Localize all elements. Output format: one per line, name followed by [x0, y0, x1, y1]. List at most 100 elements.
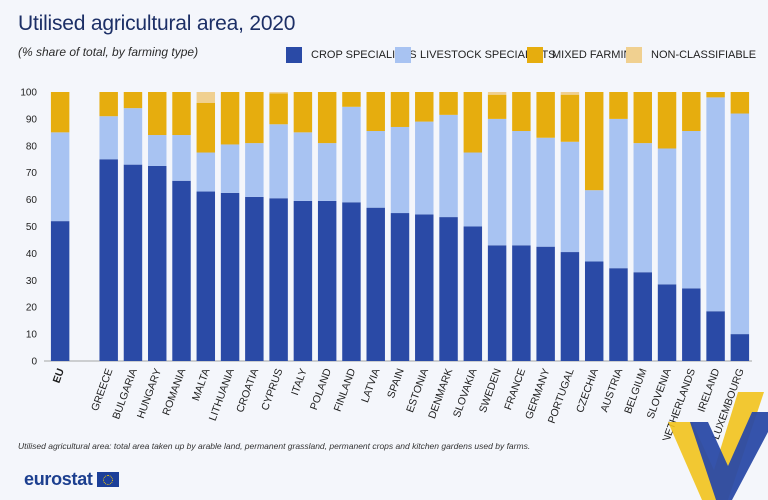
- y-tick-label: 30: [26, 276, 38, 287]
- bar-segment-latvia-livestock-specialists: [366, 131, 385, 208]
- bar-segment-belgium-livestock-specialists: [633, 143, 652, 273]
- x-tick-label: CZECHIA: [574, 367, 601, 414]
- bar-segment-poland-mixed-farming: [317, 92, 337, 144]
- bar-segment-france-crop-specialists: [512, 245, 531, 361]
- bar-segment-lithuania-livestock-specialists: [220, 144, 240, 193]
- y-tick-label: 60: [26, 195, 38, 206]
- bar-segment-slovenia-mixed-farming: [657, 92, 677, 149]
- bar-segment-hungary-livestock-specialists: [148, 135, 167, 166]
- x-tick-label: SPAIN: [385, 367, 407, 400]
- bar-segment-netherlands-mixed-farming: [682, 92, 701, 132]
- bar-segment-lithuania-mixed-farming: [220, 92, 240, 145]
- bar-segment-poland-crop-specialists: [317, 200, 337, 361]
- bar-segment-portugal-livestock-specialists: [560, 141, 580, 253]
- bar-segment-cyprus-non-classifiable: [269, 92, 288, 94]
- bar-segment-bulgaria-livestock-specialists: [123, 108, 143, 165]
- bar-segment-austria-livestock-specialists: [609, 118, 628, 269]
- legend-label-crop: CROP SPECIALISTS: [311, 49, 417, 61]
- bar-segment-germany-livestock-specialists: [536, 137, 555, 247]
- bar-segment-denmark-crop-specialists: [439, 217, 458, 361]
- bar-segment-ireland-livestock-specialists: [706, 97, 725, 312]
- bar-segment-eu-mixed-farming: [50, 92, 70, 133]
- bar-segment-denmark-livestock-specialists: [439, 114, 458, 218]
- legend-label-livestock: LIVESTOCK SPECIALISTS: [420, 49, 556, 61]
- bar-segment-portugal-mixed-farming: [560, 94, 580, 142]
- bar-segment-romania-crop-specialists: [172, 180, 191, 361]
- y-tick-label: 80: [26, 141, 38, 152]
- bar-segment-eu-livestock-specialists: [50, 132, 70, 222]
- bar-segment-malta-livestock-specialists: [196, 152, 216, 192]
- bar-segment-italy-crop-specialists: [293, 200, 313, 361]
- legend-item-crop: CROP SPECIALISTS: [286, 47, 417, 63]
- y-tick-label: 10: [26, 330, 38, 341]
- bar-segment-romania-mixed-farming: [172, 92, 191, 136]
- legend-swatch-mixed: [527, 47, 543, 63]
- x-tick-label: LITHUANIA: [207, 367, 237, 423]
- bar-segment-eu-crop-specialists: [50, 221, 70, 361]
- bar-segment-bulgaria-crop-specialists: [123, 164, 143, 361]
- x-tick-label: MALTA: [190, 367, 213, 403]
- bar-segment-slovakia-livestock-specialists: [463, 152, 483, 227]
- eu-flag-icon: [96, 472, 119, 487]
- x-tick-label: ESTONIA: [404, 367, 431, 414]
- bar-segment-estonia-mixed-farming: [415, 92, 434, 122]
- x-tick-label: SWEDEN: [477, 367, 504, 414]
- bar-segment-poland-livestock-specialists: [317, 143, 337, 201]
- bar-segment-romania-livestock-specialists: [172, 135, 191, 181]
- legend-swatch-nonclass: [626, 47, 642, 63]
- bar-segment-france-livestock-specialists: [512, 131, 531, 246]
- legend-swatch-crop: [286, 47, 302, 63]
- bar-segment-austria-crop-specialists: [609, 268, 628, 361]
- bar-segment-germany-mixed-farming: [536, 92, 555, 138]
- bar-segment-germany-crop-specialists: [536, 246, 555, 361]
- bar-segment-sweden-crop-specialists: [487, 245, 507, 361]
- bar-segment-finland-crop-specialists: [342, 202, 361, 361]
- bar-segment-slovenia-livestock-specialists: [657, 148, 677, 285]
- bar-segment-czechia-crop-specialists: [584, 261, 604, 361]
- bar-segment-greece-mixed-farming: [99, 92, 118, 117]
- bar-segment-malta-crop-specialists: [196, 191, 216, 361]
- bar-segment-cyprus-mixed-farming: [269, 93, 288, 125]
- bar-segment-denmark-mixed-farming: [439, 92, 458, 115]
- bar-segment-france-mixed-farming: [512, 92, 531, 132]
- bar-segment-sweden-mixed-farming: [487, 94, 507, 119]
- y-tick-label: 40: [26, 249, 38, 260]
- bar-segment-slovakia-crop-specialists: [463, 226, 483, 361]
- bar-segment-italy-livestock-specialists: [293, 132, 313, 201]
- bar-segment-sweden-livestock-specialists: [487, 118, 507, 246]
- bar-segment-malta-mixed-farming: [196, 102, 216, 153]
- y-tick-label: 100: [20, 88, 37, 99]
- x-tick-label: EU: [51, 367, 67, 385]
- x-tick-label: FINLAND: [332, 367, 359, 414]
- bar-segment-slovakia-mixed-farming: [463, 92, 483, 153]
- legend-label-mixed: MIXED FARMING: [552, 49, 641, 61]
- bar-segment-croatia-mixed-farming: [245, 92, 264, 144]
- bar-segment-malta-non-classifiable: [196, 92, 216, 103]
- bar-segment-belgium-crop-specialists: [633, 272, 652, 361]
- y-tick-label: 0: [31, 357, 37, 368]
- bar-segment-finland-livestock-specialists: [342, 106, 361, 203]
- bar-segment-hungary-mixed-farming: [148, 92, 167, 136]
- bar-segment-netherlands-crop-specialists: [682, 288, 701, 361]
- legend-swatch-livestock: [395, 47, 411, 63]
- bar-segment-bulgaria-mixed-farming: [123, 92, 143, 109]
- bar-segment-croatia-livestock-specialists: [245, 143, 264, 197]
- eurostat-logo: eurostat: [24, 469, 119, 490]
- bar-segment-spain-mixed-farming: [390, 92, 410, 127]
- bar-segment-finland-mixed-farming: [342, 92, 361, 107]
- bar-segment-spain-livestock-specialists: [390, 126, 410, 214]
- bar-segment-cyprus-crop-specialists: [269, 198, 288, 361]
- bar-segment-greece-livestock-specialists: [99, 116, 118, 160]
- bar-segment-slovenia-crop-specialists: [657, 284, 677, 361]
- x-tick-label: ITALY: [289, 367, 310, 397]
- bar-segment-lithuania-crop-specialists: [220, 192, 240, 361]
- bar-segment-luxembourg-livestock-specialists: [730, 113, 750, 335]
- x-tick-label: CYPRUS: [259, 367, 285, 412]
- bar-segment-portugal-crop-specialists: [560, 252, 580, 361]
- legend-item-nonclass: NON-CLASSIFIABLE: [626, 47, 756, 63]
- x-tick-label: FRANCE: [502, 367, 528, 412]
- bar-segment-sweden-non-classifiable: [487, 92, 507, 95]
- x-tick-label: BELGIUM: [622, 367, 649, 416]
